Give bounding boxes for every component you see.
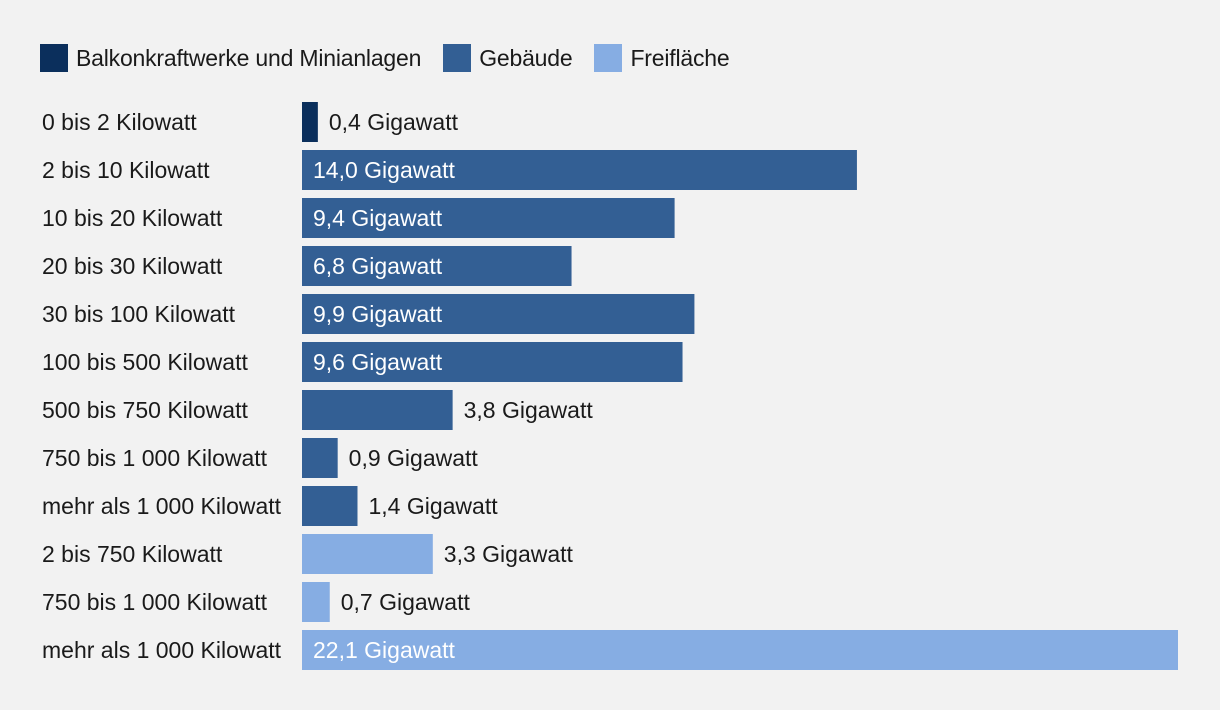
bar xyxy=(302,534,433,574)
legend-swatch-freiflaeche xyxy=(594,44,623,72)
value-label: 0,7 Gigawatt xyxy=(341,589,471,615)
value-label: 9,4 Gigawatt xyxy=(313,205,443,231)
bar xyxy=(302,438,338,478)
value-label: 9,6 Gigawatt xyxy=(313,349,443,375)
value-label: 6,8 Gigawatt xyxy=(313,253,443,279)
value-label: 9,9 Gigawatt xyxy=(313,301,443,327)
bar xyxy=(302,390,453,430)
value-label: 22,1 Gigawatt xyxy=(313,637,456,663)
legend-swatch-balkonkraftwerke xyxy=(40,44,68,72)
legend-label-gebaeude: Gebäude xyxy=(479,44,573,71)
category-label: 30 bis 100 Kilowatt xyxy=(42,301,236,327)
legend-item-freiflaeche: Freifläche xyxy=(594,44,730,72)
bar xyxy=(302,342,683,382)
bar xyxy=(302,630,1178,670)
value-label: 3,8 Gigawatt xyxy=(464,397,594,423)
category-label: 750 bis 1 000 Kilowatt xyxy=(42,445,268,471)
value-label: 0,9 Gigawatt xyxy=(349,445,479,471)
bar xyxy=(302,246,572,286)
legend-label-balkonkraftwerke: Balkonkraftwerke und Minianlagen xyxy=(76,44,422,71)
category-label: 2 bis 10 Kilowatt xyxy=(42,157,210,183)
bar xyxy=(302,150,857,190)
category-label: 100 bis 500 Kilowatt xyxy=(42,349,248,375)
category-label: mehr als 1 000 Kilowatt xyxy=(42,493,282,519)
value-label: 1,4 Gigawatt xyxy=(368,493,498,519)
category-label: 2 bis 750 Kilowatt xyxy=(42,541,223,567)
legend-swatch-gebaeude xyxy=(443,44,472,72)
category-label: mehr als 1 000 Kilowatt xyxy=(42,637,282,663)
category-label: 0 bis 2 Kilowatt xyxy=(42,109,197,135)
value-label: 3,3 Gigawatt xyxy=(444,541,574,567)
value-label: 0,4 Gigawatt xyxy=(329,109,459,135)
legend-item-balkonkraftwerke: Balkonkraftwerke und Minianlagen xyxy=(40,44,421,72)
bar xyxy=(302,486,358,526)
bar xyxy=(302,198,675,238)
bar xyxy=(302,294,695,334)
category-label: 500 bis 750 Kilowatt xyxy=(42,397,248,423)
value-label: 14,0 Gigawatt xyxy=(313,157,456,183)
chart-legend: Balkonkraftwerke und Minianlagen Gebäude… xyxy=(40,40,751,76)
category-label: 20 bis 30 Kilowatt xyxy=(42,253,223,279)
category-label: 10 bis 20 Kilowatt xyxy=(42,205,223,231)
bar xyxy=(302,582,330,622)
legend-label-freiflaeche: Freifläche xyxy=(630,44,730,71)
category-label: 750 bis 1 000 Kilowatt xyxy=(42,589,268,615)
bar xyxy=(302,102,318,142)
legend-item-gebaeude: Gebäude xyxy=(443,44,573,72)
